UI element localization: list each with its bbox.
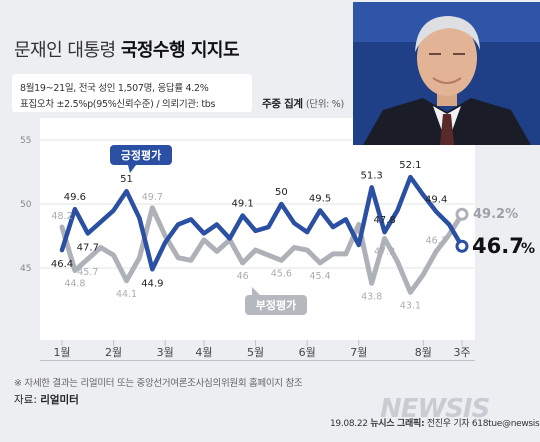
x-tick-label: 6월 <box>299 346 316 359</box>
positive-data-label: 51.3 <box>361 170 383 181</box>
graphic-credit: 19.08.22 뉴시스 그래픽: 전진우 기자 618tue@newsis.c… <box>330 416 540 429</box>
period-label: 주중 집계 (단위: %) <box>262 96 344 111</box>
source-prefix: 자료: <box>14 394 41 406</box>
x-axis-line <box>40 360 475 361</box>
credit-date: 19.08.22 <box>330 419 371 429</box>
credit-org: 뉴시스 그래픽: <box>370 419 425 429</box>
negative-data-label: 46 <box>237 271 249 282</box>
page-title: 문재인 대통령 국정수행 지지도 <box>14 36 240 62</box>
unit-label: (단위: %) <box>305 99 344 110</box>
positive-data-label: 49.1 <box>232 199 254 210</box>
positive-legend-label: 긍정평가 <box>121 148 161 162</box>
negative-data-label: 44.1 <box>116 289 137 300</box>
negative-data-label: 43.8 <box>361 291 382 302</box>
y-tick-label: 50 <box>20 200 32 210</box>
negative-data-label: 49.7 <box>142 192 163 203</box>
title-prefix: 문재인 대통령 <box>14 40 121 61</box>
x-tick-label: 3월 <box>157 346 174 359</box>
negative-data-label: 43.1 <box>400 300 421 311</box>
positive-end-point <box>455 239 469 253</box>
positive-data-label: 47.7 <box>77 242 99 253</box>
x-tick-label: 1월 <box>53 346 70 359</box>
negative-data-label: 45.7 <box>77 267 98 278</box>
negative-data-label: 48.2 <box>51 211 72 222</box>
positive-data-label: 49.4 <box>425 195 447 206</box>
final-positive-unit: % <box>521 241 535 257</box>
positive-legend-box <box>110 145 172 165</box>
negative-data-label: 44.8 <box>64 279 85 290</box>
positive-data-label: 52.1 <box>399 160 421 171</box>
negative-data-label: 47.3 <box>374 247 395 258</box>
footnote: ※ 자세한 결과는 리얼미터 또는 중앙선거여론조사심의위원회 홈페이지 참조 <box>14 378 303 389</box>
x-tick-label: 7월 <box>350 346 367 359</box>
survey-info-line2: 표집오차 ±2.5%p(95%신뢰수준) / 의뢰기관: tbs <box>20 99 216 110</box>
newsis-logo: NEWSIS <box>380 394 490 424</box>
negative-legend-box <box>245 295 307 315</box>
period-text: 주중 집계 <box>262 98 303 110</box>
x-tick-label: 2월 <box>105 346 122 359</box>
positive-data-label: 50 <box>275 187 288 198</box>
title-bold: 국정수행 지지도 <box>120 40 240 61</box>
negative-data-label: 45.6 <box>271 268 292 279</box>
negative-data-label: 45.4 <box>309 271 330 282</box>
negative-legend-label: 부정평가 <box>256 298 296 312</box>
x-tick-label: 5월 <box>247 346 264 359</box>
positive-data-label: 49.6 <box>64 192 86 203</box>
positive-data-label: 46.4 <box>51 259 73 270</box>
x-tick-label: 4월 <box>195 346 212 359</box>
x-tick-label: 8월 <box>415 346 432 359</box>
y-tick-label: 45 <box>20 264 31 274</box>
source-name: 리얼미터 <box>40 394 79 406</box>
negative-data-label: 46.3 <box>426 235 447 246</box>
y-tick-label: 55 <box>20 136 31 146</box>
credit-author: 전진우 기자 618tue@newsis.com <box>426 419 540 429</box>
positive-data-label: 44.9 <box>141 278 163 289</box>
x-tick-label: 3주 <box>453 346 470 359</box>
positive-series-line <box>59 174 465 272</box>
negative-legend-pointer <box>252 287 260 295</box>
positive-data-label: 51 <box>120 174 133 185</box>
positive-data-label: 47.8 <box>373 215 395 226</box>
final-negative-value: 49.2% <box>473 207 518 222</box>
positive-data-label: 49.5 <box>309 193 331 204</box>
negative-series-line <box>59 205 465 295</box>
final-positive-value: 46.7 <box>472 234 524 258</box>
survey-info-line1: 8월19~21일, 전국 성인 1,507명, 응답률 4.2% <box>20 83 209 94</box>
source: 자료: 리얼미터 <box>14 392 79 407</box>
positive-legend-pointer <box>128 165 136 173</box>
president-photo <box>353 2 540 145</box>
survey-info-box <box>12 74 252 112</box>
negative-end-point <box>455 207 469 221</box>
